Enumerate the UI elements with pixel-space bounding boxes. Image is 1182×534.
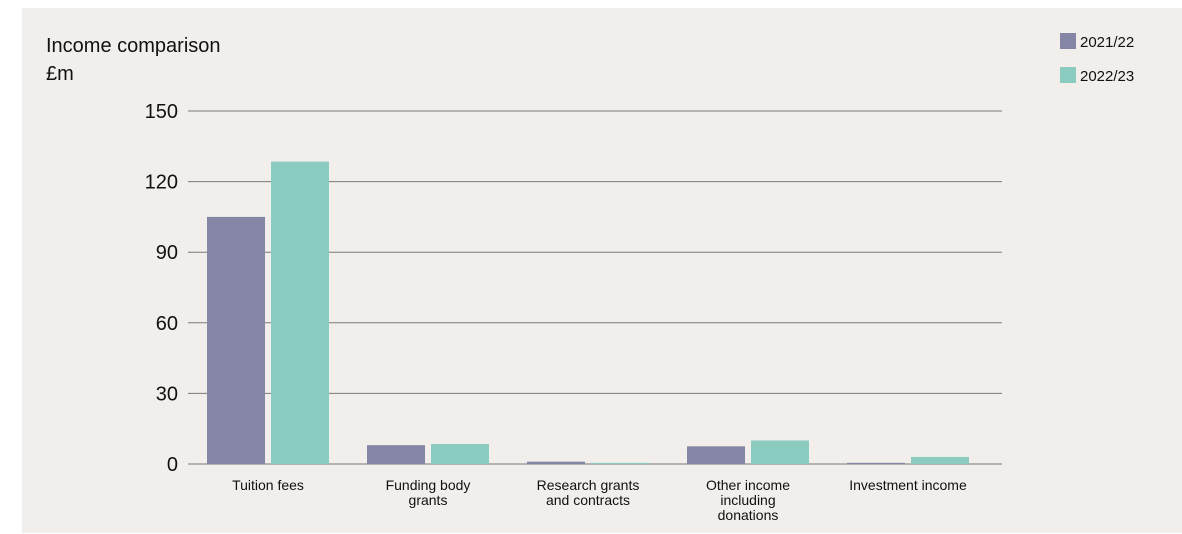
y-tick-label: 150 (145, 101, 178, 123)
y-tick-label: 30 (156, 383, 178, 405)
bar (751, 440, 809, 464)
y-tick-label: 120 (145, 172, 178, 194)
bars (207, 161, 969, 464)
y-tick-label: 0 (167, 454, 178, 476)
bar (591, 462, 649, 464)
bar (207, 216, 265, 464)
y-axis-ticks: 0 30 60 90 120 150 (145, 101, 178, 476)
bar (687, 446, 745, 464)
bar (527, 461, 585, 464)
bar (431, 443, 489, 464)
x-category-label: Research grants and contracts (537, 477, 640, 508)
bar (367, 445, 425, 464)
y-axis-unit-label: £m (46, 63, 74, 85)
legend-swatch (1060, 33, 1076, 49)
legend: 2021/22 2022/23 (1060, 33, 1134, 85)
legend-label: 2021/22 (1080, 34, 1134, 51)
bar (847, 462, 905, 464)
y-tick-label: 90 (156, 242, 178, 264)
x-category-label: Other income including donations (706, 477, 790, 523)
x-category-label: Funding body grants (386, 477, 471, 508)
x-category-label: Tuition fees (232, 477, 304, 493)
y-tick-label: 60 (156, 313, 178, 335)
bar (271, 161, 329, 464)
chart-title: Income comparison (46, 35, 221, 57)
bar (911, 456, 969, 464)
legend-label: 2022/23 (1080, 68, 1134, 85)
x-category-label: Investment income (849, 477, 967, 493)
legend-swatch (1060, 67, 1076, 83)
x-axis-category-labels: Tuition fees Funding body grants Research g… (232, 477, 967, 523)
